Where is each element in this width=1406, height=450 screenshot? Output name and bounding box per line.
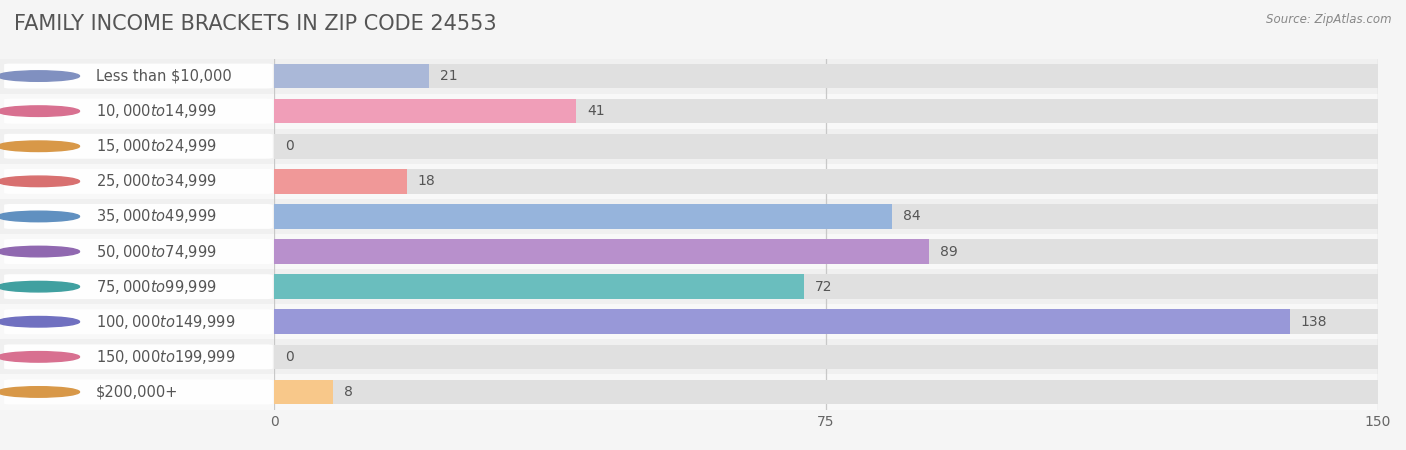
- Bar: [0, 269, 274, 304]
- Bar: [0, 304, 274, 339]
- Text: $25,000 to $34,999: $25,000 to $34,999: [96, 172, 217, 190]
- Bar: [0, 94, 274, 129]
- Bar: [274, 58, 1378, 94]
- FancyBboxPatch shape: [4, 169, 273, 194]
- Circle shape: [0, 246, 80, 257]
- Text: FAMILY INCOME BRACKETS IN ZIP CODE 24553: FAMILY INCOME BRACKETS IN ZIP CODE 24553: [14, 14, 496, 33]
- Text: 8: 8: [344, 385, 353, 399]
- Bar: [274, 234, 1378, 269]
- Bar: [0, 164, 274, 199]
- Bar: [274, 310, 1289, 334]
- Bar: [274, 339, 1378, 374]
- Circle shape: [0, 387, 80, 397]
- Bar: [274, 169, 406, 194]
- Text: $50,000 to $74,999: $50,000 to $74,999: [96, 243, 217, 261]
- FancyBboxPatch shape: [4, 379, 273, 405]
- Text: 41: 41: [586, 104, 605, 118]
- Bar: [0, 374, 274, 410]
- Bar: [274, 64, 1378, 88]
- Bar: [274, 134, 1378, 158]
- FancyBboxPatch shape: [4, 63, 273, 89]
- Bar: [0, 58, 274, 94]
- Bar: [274, 310, 1378, 334]
- Text: 0: 0: [285, 350, 294, 364]
- Text: $75,000 to $99,999: $75,000 to $99,999: [96, 278, 217, 296]
- Bar: [274, 64, 429, 88]
- Circle shape: [0, 71, 80, 81]
- Text: 89: 89: [941, 244, 957, 259]
- Text: Source: ZipAtlas.com: Source: ZipAtlas.com: [1267, 14, 1392, 27]
- Bar: [274, 239, 929, 264]
- Text: 72: 72: [815, 279, 832, 294]
- Circle shape: [0, 141, 80, 152]
- Bar: [274, 380, 333, 404]
- Bar: [274, 374, 1378, 410]
- Text: 21: 21: [440, 69, 457, 83]
- Bar: [0, 129, 274, 164]
- Text: 0: 0: [285, 139, 294, 153]
- FancyBboxPatch shape: [4, 274, 273, 299]
- Text: $200,000+: $200,000+: [96, 384, 179, 400]
- Bar: [0, 199, 274, 234]
- Bar: [274, 274, 804, 299]
- Bar: [274, 380, 1378, 404]
- Bar: [274, 169, 1378, 194]
- Text: 18: 18: [418, 174, 436, 189]
- Bar: [274, 304, 1378, 339]
- Text: Less than $10,000: Less than $10,000: [96, 68, 232, 84]
- Bar: [274, 199, 1378, 234]
- Circle shape: [0, 316, 80, 327]
- Bar: [274, 129, 1378, 164]
- Bar: [0, 234, 274, 269]
- Bar: [274, 94, 1378, 129]
- FancyBboxPatch shape: [4, 134, 273, 159]
- Bar: [274, 345, 1378, 369]
- Bar: [274, 99, 1378, 123]
- Bar: [0, 339, 274, 374]
- Bar: [274, 204, 1378, 229]
- FancyBboxPatch shape: [4, 99, 273, 124]
- Text: $10,000 to $14,999: $10,000 to $14,999: [96, 102, 217, 120]
- Circle shape: [0, 106, 80, 117]
- Bar: [274, 99, 576, 123]
- Text: $15,000 to $24,999: $15,000 to $24,999: [96, 137, 217, 155]
- Text: $35,000 to $49,999: $35,000 to $49,999: [96, 207, 217, 225]
- Bar: [274, 164, 1378, 199]
- FancyBboxPatch shape: [4, 344, 273, 369]
- FancyBboxPatch shape: [4, 239, 273, 264]
- Circle shape: [0, 351, 80, 362]
- Bar: [274, 274, 1378, 299]
- Text: $150,000 to $199,999: $150,000 to $199,999: [96, 348, 235, 366]
- Bar: [274, 269, 1378, 304]
- Text: 84: 84: [903, 209, 921, 224]
- FancyBboxPatch shape: [4, 309, 273, 334]
- Bar: [274, 239, 1378, 264]
- Bar: [274, 204, 893, 229]
- FancyBboxPatch shape: [4, 204, 273, 229]
- Circle shape: [0, 176, 80, 187]
- Circle shape: [0, 281, 80, 292]
- Text: $100,000 to $149,999: $100,000 to $149,999: [96, 313, 235, 331]
- Circle shape: [0, 211, 80, 222]
- Text: 138: 138: [1301, 315, 1327, 329]
